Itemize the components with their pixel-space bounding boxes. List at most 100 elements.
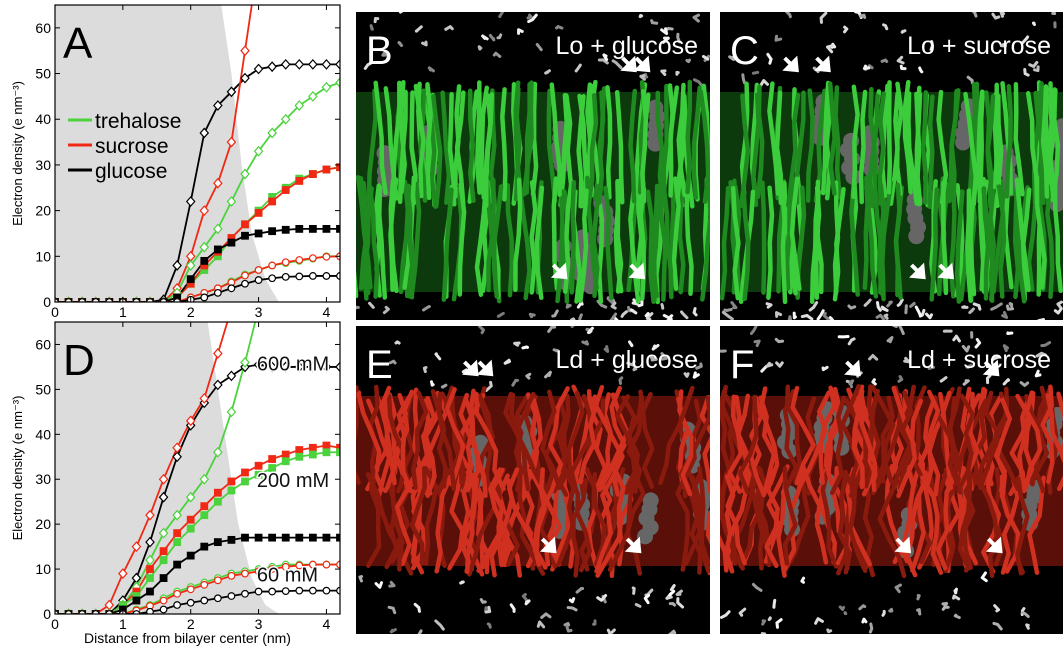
marker xyxy=(323,253,330,260)
marker xyxy=(269,588,276,595)
marker xyxy=(269,275,276,282)
marker xyxy=(310,255,317,262)
legend-label: glucose xyxy=(95,160,167,183)
marker xyxy=(310,171,317,178)
sugar xyxy=(918,596,919,599)
marker xyxy=(255,462,262,469)
sugar xyxy=(479,47,481,49)
y-tick-label: 30 xyxy=(35,157,51,173)
marker xyxy=(282,588,289,595)
sugar xyxy=(840,607,843,609)
panel-label: E xyxy=(366,343,393,387)
marker xyxy=(309,60,317,69)
sugar xyxy=(762,634,765,637)
marker xyxy=(242,570,249,577)
y-tick-label: 60 xyxy=(35,20,51,36)
sugar xyxy=(885,315,887,318)
y-tick-label: 50 xyxy=(35,66,51,82)
marker xyxy=(269,534,276,541)
marker xyxy=(228,593,235,600)
sugar xyxy=(442,385,446,387)
marker xyxy=(201,543,208,550)
sugar xyxy=(571,323,576,327)
marker xyxy=(255,210,262,217)
marker xyxy=(228,478,235,485)
sugar xyxy=(526,601,529,604)
marker xyxy=(255,277,262,284)
y-tick-label: 10 xyxy=(35,561,51,577)
marker xyxy=(255,588,262,595)
panel-label: B xyxy=(366,29,393,73)
sugar xyxy=(963,307,967,308)
sugar xyxy=(646,314,648,316)
sugar xyxy=(767,363,772,366)
sugar xyxy=(431,382,433,385)
marker xyxy=(310,226,317,233)
marker xyxy=(242,272,249,279)
marker xyxy=(269,198,276,205)
sugar xyxy=(570,599,573,602)
marker xyxy=(310,451,317,458)
marker xyxy=(296,226,303,233)
marker xyxy=(241,46,249,55)
sugar xyxy=(920,68,922,72)
sugar xyxy=(391,630,395,632)
marker xyxy=(187,525,194,532)
marker xyxy=(201,512,208,519)
marker xyxy=(255,534,262,541)
marker xyxy=(160,557,167,564)
x-tick-label: 2 xyxy=(187,304,195,320)
sugar xyxy=(400,8,404,13)
marker xyxy=(242,534,249,541)
marker xyxy=(160,575,167,582)
sugar xyxy=(845,613,846,614)
marker xyxy=(214,349,222,358)
marker xyxy=(227,371,235,380)
marker xyxy=(296,273,303,280)
sugar xyxy=(687,60,690,61)
sugar xyxy=(1039,320,1044,321)
sugar xyxy=(583,342,588,344)
y-tick-label: 40 xyxy=(35,111,51,127)
x-tick-label: 3 xyxy=(255,304,263,320)
marker xyxy=(310,587,317,594)
sugar xyxy=(636,605,640,607)
sugar xyxy=(528,15,531,18)
panel-caption: Ld + glucose xyxy=(556,346,698,374)
marker xyxy=(296,178,303,185)
panel-label: F xyxy=(730,343,754,387)
marker xyxy=(201,503,208,510)
lipid xyxy=(608,87,611,197)
sugar xyxy=(694,309,696,315)
sugar xyxy=(823,367,827,369)
sugar xyxy=(633,588,634,593)
sugar xyxy=(515,343,519,345)
marker xyxy=(242,280,249,287)
sugar xyxy=(943,604,947,606)
panel-label: C xyxy=(730,29,759,73)
marker xyxy=(215,577,222,584)
marker xyxy=(228,487,235,494)
panel-label: D xyxy=(63,336,95,385)
marker xyxy=(310,444,317,451)
sugar xyxy=(883,611,884,615)
marker xyxy=(215,539,222,546)
marker xyxy=(227,407,235,416)
marker xyxy=(160,548,167,555)
marker xyxy=(282,259,289,266)
marker xyxy=(242,469,249,476)
marker xyxy=(323,449,330,456)
sugar xyxy=(864,66,868,68)
legend-label: trehalose xyxy=(95,110,181,133)
x-axis-label: Distance from bilayer center (nm) xyxy=(84,630,291,646)
y-tick-label: 20 xyxy=(35,203,51,219)
sugar xyxy=(360,577,362,581)
marker xyxy=(323,442,330,449)
marker xyxy=(201,597,208,604)
marker xyxy=(174,539,181,546)
sugar xyxy=(677,72,678,74)
lipid xyxy=(572,182,574,292)
sugar xyxy=(891,322,896,327)
marker xyxy=(296,447,303,454)
sugar xyxy=(666,319,671,322)
